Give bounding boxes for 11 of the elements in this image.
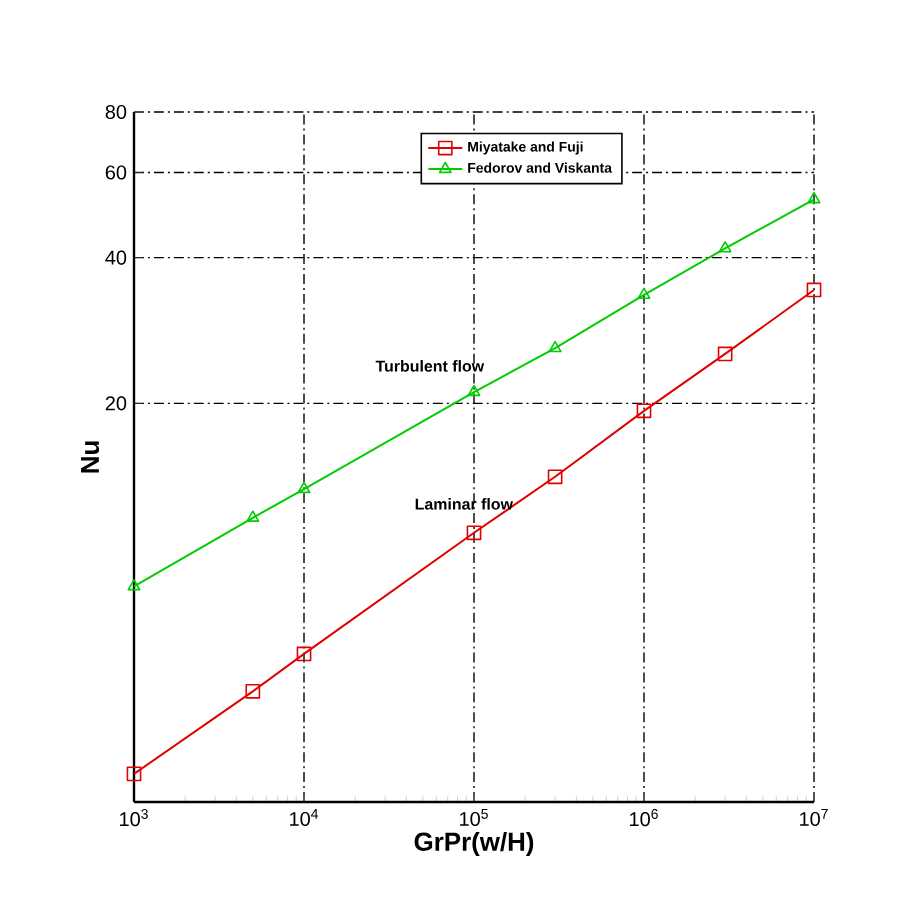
x-tick-label: 10$^{6}$ (630, 809, 658, 827)
x-tick-label: 10$^{7}$ (800, 809, 828, 827)
x-tick-label: 10$^{3}$ (120, 809, 148, 827)
y-tick-label: 80 (105, 104, 127, 120)
y-tick-label: 40 (105, 250, 127, 265)
x-tick-label: 10$^{4}$ (290, 809, 319, 827)
y-axis-title: Nu (81, 441, 100, 473)
y-tick-label: 60 (105, 165, 127, 180)
y-tick-label: 20 (105, 396, 127, 411)
x-axis-title: GrPr(w/H) (414, 831, 534, 857)
x-tick-label: 10$^{5}$ (460, 809, 488, 827)
